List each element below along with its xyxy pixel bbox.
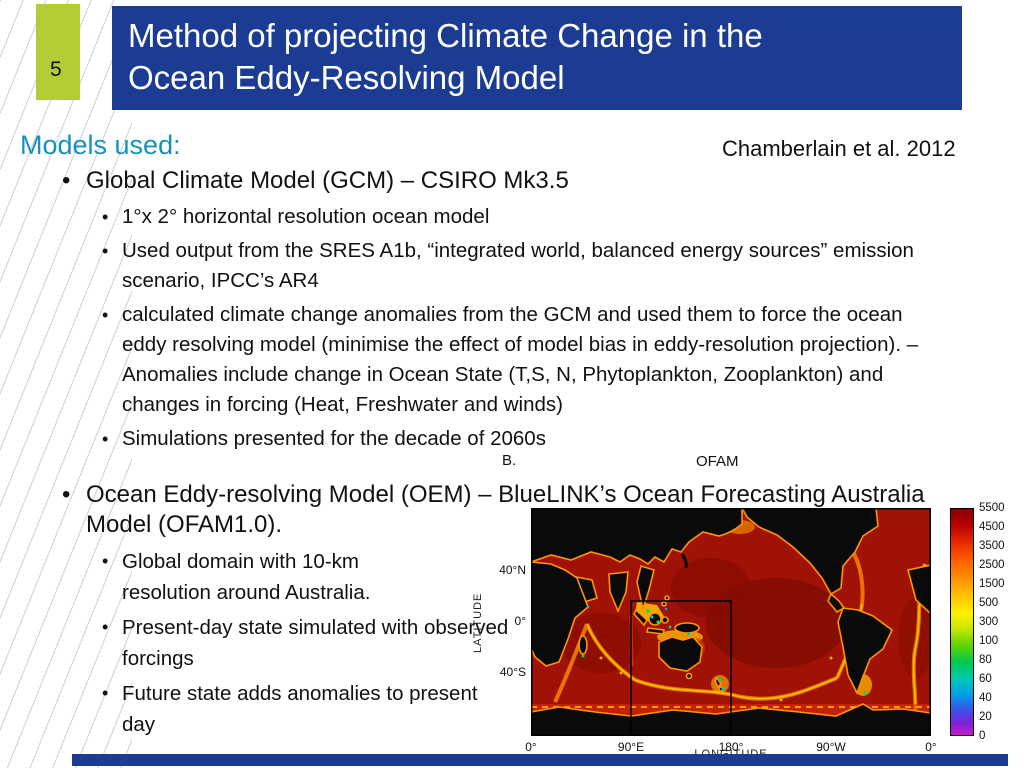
plot-frame: [531, 508, 931, 736]
colorbar-tick: 40: [979, 692, 992, 704]
y-tick: 40°N: [499, 563, 526, 577]
colorbar-tick: 300: [979, 616, 999, 628]
title-bar: Method of projecting Climate Change in t…: [112, 6, 962, 110]
gcm-sub-list: 1°x 2° horizontal resolution ocean model…: [100, 202, 940, 454]
bullet-oem: Ocean Eddy-resolving Model (OEM) – BlueL…: [60, 480, 940, 540]
colorbar-tick: 2500: [979, 559, 1005, 571]
x-tick: 90°E: [617, 740, 645, 754]
colorbar-tick: 1500: [979, 578, 1005, 590]
ofam-figure: B. OFAM LATITUDE 40°N 0° 40°S: [458, 450, 1016, 768]
figure-title: OFAM: [696, 453, 739, 470]
colorbar-tick: 3500: [979, 540, 1005, 552]
australia-region-box: [630, 600, 732, 736]
oem-sub-list: Global domain with 10-km resolution arou…: [100, 546, 940, 740]
figure-panel-label: B.: [502, 452, 517, 469]
green-accent-bar: [36, 4, 80, 100]
colorbar-tick: 100: [979, 635, 999, 647]
citation-text: Chamberlain et al. 2012: [722, 136, 956, 161]
colorbar-tick: 60: [979, 673, 992, 685]
bullet-content: Global Climate Model (GCM) – CSIRO Mk3.5…: [60, 166, 940, 744]
x-tick: 0°: [525, 740, 537, 754]
sub-bullet-global-domain: Global domain with 10-km resolution arou…: [100, 546, 562, 608]
world-map-plot: [531, 508, 931, 736]
colorbar-tick: 80: [979, 654, 992, 666]
colorbar-tick: 500: [979, 597, 999, 609]
colorbar-tick: 5500: [979, 502, 1005, 514]
x-tick: 180°: [718, 740, 744, 754]
colorbar-tick: 0: [979, 730, 986, 742]
y-tick: 40°S: [499, 665, 526, 679]
slide-title-line-1: Method of projecting Climate Change in t…: [128, 17, 763, 54]
world-map: [531, 508, 931, 736]
sub-bullet-future-state: Future state adds anomalies to present d…: [100, 678, 562, 740]
sub-bullet-present-day: Present-day state simulated with observe…: [100, 612, 562, 674]
y-tick: 0°: [514, 614, 526, 628]
page-number: 5: [50, 58, 62, 81]
y-axis-label: LATITUDE: [472, 592, 484, 654]
colorbar: [950, 508, 974, 736]
sub-bullet-sres-scenario: Used output from the SRES A1b, “integrat…: [100, 236, 940, 296]
bottom-accent-bar: [72, 754, 1008, 766]
x-tick: 90°W: [816, 740, 846, 754]
colorbar-tick: 20: [979, 711, 992, 723]
x-tick: 0°: [925, 740, 937, 754]
sub-bullet-resolution: 1°x 2° horizontal resolution ocean model: [100, 202, 940, 232]
slide-title-line-2: Ocean Eddy-Resolving Model: [128, 59, 565, 96]
bullet-gcm: Global Climate Model (GCM) – CSIRO Mk3.5: [60, 166, 940, 196]
colorbar-tick: 4500: [979, 521, 1005, 533]
sub-bullet-anomalies: calculated climate change anomalies from…: [100, 300, 940, 420]
models-used-heading: Models used:: [20, 130, 181, 160]
shallow-specks: [581, 605, 867, 702]
sub-bullet-simulations: Simulations presented for the decade of …: [100, 424, 940, 454]
